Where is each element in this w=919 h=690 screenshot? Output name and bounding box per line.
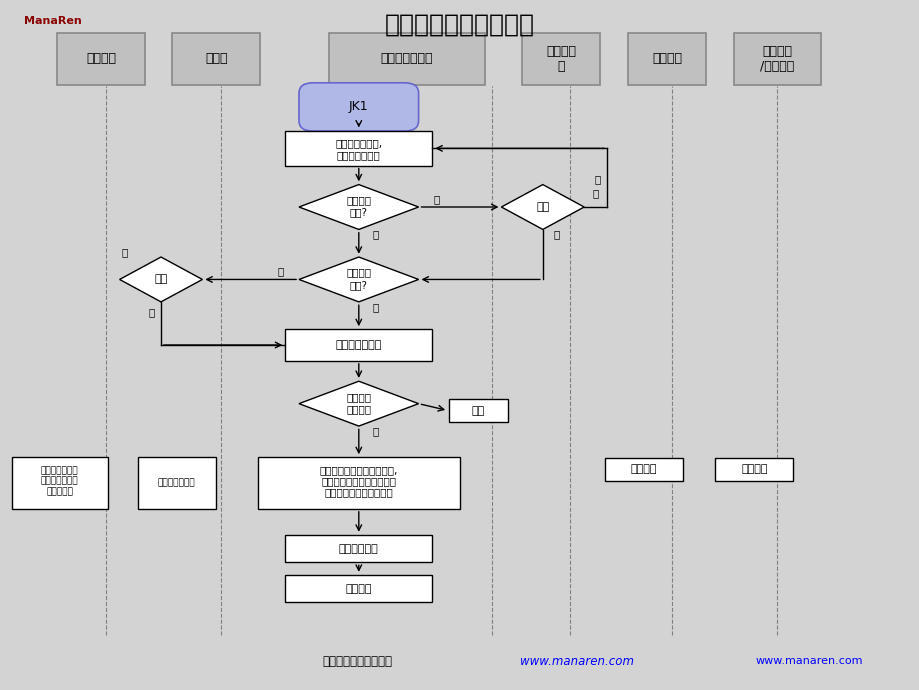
Polygon shape — [119, 257, 202, 302]
Text: 明确分工和项目实施进度表,: 明确分工和项目实施进度表, — [319, 466, 398, 475]
Text: 并组织内部评估: 并组织内部评估 — [336, 150, 380, 160]
Text: 合作协议: 合作协议 — [346, 404, 371, 414]
FancyBboxPatch shape — [173, 33, 259, 85]
FancyBboxPatch shape — [138, 457, 215, 509]
FancyBboxPatch shape — [715, 458, 792, 481]
Text: 审批: 审批 — [154, 275, 167, 284]
Text: 集团客户业务受理流程: 集团客户业务受理流程 — [384, 12, 535, 36]
FancyBboxPatch shape — [628, 33, 706, 85]
Text: 需要更多的流程，请到: 需要更多的流程，请到 — [322, 655, 391, 667]
Text: 否: 否 — [592, 188, 597, 198]
Text: 调整?: 调整? — [349, 280, 368, 290]
FancyBboxPatch shape — [285, 575, 432, 602]
Text: 地市公司: 地市公司 — [86, 52, 116, 65]
FancyBboxPatch shape — [285, 131, 432, 166]
Text: 与客户协商谈判: 与客户协商谈判 — [335, 340, 381, 350]
Polygon shape — [501, 185, 584, 230]
FancyBboxPatch shape — [285, 330, 432, 361]
FancyBboxPatch shape — [329, 33, 485, 85]
Text: 实施，督导项目实施进度: 实施，督导项目实施进度 — [324, 488, 392, 497]
FancyBboxPatch shape — [257, 457, 460, 509]
Text: 市场部: 市场部 — [205, 52, 227, 65]
Polygon shape — [299, 185, 418, 230]
Text: 否: 否 — [372, 230, 378, 239]
Text: 技术支持: 技术支持 — [741, 464, 766, 474]
Text: www.manaren.com: www.manaren.com — [755, 656, 862, 666]
Text: 审批: 审批 — [536, 202, 549, 212]
FancyBboxPatch shape — [448, 400, 508, 422]
FancyBboxPatch shape — [285, 535, 432, 562]
FancyBboxPatch shape — [605, 458, 682, 481]
Text: 关业务操作: 关业务操作 — [46, 487, 74, 497]
Text: www.manaren.com: www.manaren.com — [519, 655, 633, 667]
Text: 实施方案: 实施方案 — [630, 464, 656, 474]
FancyBboxPatch shape — [299, 83, 418, 131]
Text: 编写项目建议书,: 编写项目建议书, — [335, 138, 382, 148]
Text: 否: 否 — [595, 175, 600, 184]
Text: 完成卡、号和相: 完成卡、号和相 — [41, 476, 78, 486]
Text: 集团客户营销部: 集团客户营销部 — [380, 52, 433, 65]
Text: 否: 否 — [372, 302, 378, 312]
Text: 投资?: 投资? — [349, 208, 368, 217]
FancyBboxPatch shape — [57, 33, 145, 85]
Text: 是: 是 — [372, 426, 378, 436]
Text: 否: 否 — [121, 247, 127, 257]
Text: 结束: 结束 — [471, 406, 484, 415]
Text: 组织协调相关部门进行项目: 组织协调相关部门进行项目 — [321, 477, 396, 486]
Text: 是: 是 — [278, 266, 283, 276]
Polygon shape — [299, 381, 418, 426]
FancyBboxPatch shape — [522, 33, 599, 85]
Text: 按照实施进度表: 按照实施进度表 — [41, 466, 78, 475]
Text: 资费是否: 资费是否 — [346, 268, 371, 277]
Text: 研发中心: 研发中心 — [652, 52, 681, 65]
FancyBboxPatch shape — [733, 33, 821, 85]
Text: JK1: JK1 — [348, 101, 369, 113]
Text: 是否达成: 是否达成 — [346, 392, 371, 402]
Text: 是否增加: 是否增加 — [346, 195, 371, 205]
Text: 发展计划
部: 发展计划 部 — [546, 45, 575, 72]
Text: 涉及跨地市业务: 涉及跨地市业务 — [158, 478, 195, 488]
Text: 项目结束验收: 项目结束验收 — [338, 544, 379, 553]
Text: ManaRen: ManaRen — [25, 16, 82, 26]
FancyBboxPatch shape — [12, 457, 108, 509]
Text: 是: 是 — [553, 230, 559, 239]
Polygon shape — [299, 257, 418, 302]
Text: 是: 是 — [434, 194, 439, 204]
Text: 是: 是 — [149, 308, 154, 317]
Text: 网管中心
/计费中心: 网管中心 /计费中心 — [759, 45, 794, 72]
Text: 售后服务: 售后服务 — [346, 584, 371, 593]
